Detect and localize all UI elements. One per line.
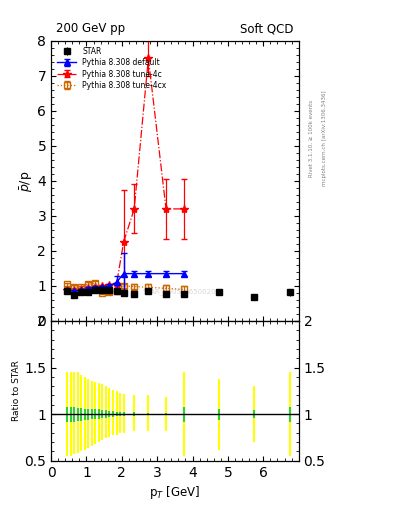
Text: 200 GeV pp: 200 GeV pp <box>56 23 125 35</box>
Y-axis label: $\bar{p}$/p: $\bar{p}$/p <box>18 170 35 191</box>
Text: Rivet 3.1.10, ≥ 100k events: Rivet 3.1.10, ≥ 100k events <box>309 100 314 177</box>
Y-axis label: Ratio to STAR: Ratio to STAR <box>13 360 22 421</box>
Text: mcplots.cern.ch [arXiv:1306.3436]: mcplots.cern.ch [arXiv:1306.3436] <box>322 91 327 186</box>
Legend: STAR, Pythia 8.308 default, Pythia 8.308 tune-4c, Pythia 8.308 tune-4cx: STAR, Pythia 8.308 default, Pythia 8.308… <box>55 45 169 92</box>
Text: STAR_2005_S6500200: STAR_2005_S6500200 <box>143 288 221 294</box>
Text: Soft QCD: Soft QCD <box>240 23 294 35</box>
X-axis label: p$_{T}$ [GeV]: p$_{T}$ [GeV] <box>149 484 200 501</box>
